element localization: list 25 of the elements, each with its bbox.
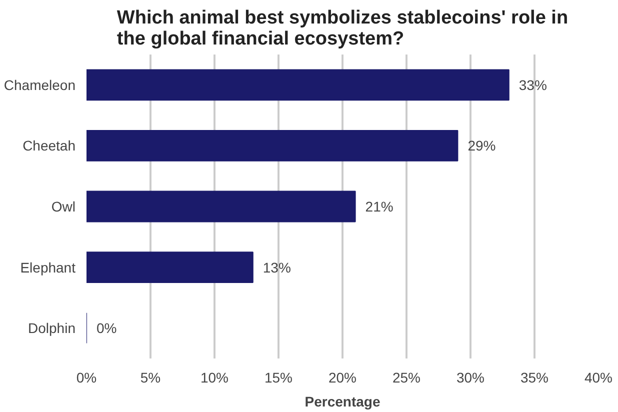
data-label: 29% bbox=[468, 138, 496, 154]
y-tick-label: Dolphin bbox=[28, 320, 76, 336]
y-tick-label: Elephant bbox=[20, 259, 76, 276]
y-tick-label: Owl bbox=[51, 198, 76, 214]
x-axis-title: Percentage bbox=[304, 394, 380, 410]
x-tick-label: 35% bbox=[520, 370, 549, 386]
y-tick-label: Chameleon bbox=[4, 76, 76, 93]
y-tick-label: Cheetah bbox=[22, 138, 76, 154]
x-tick-label: 30% bbox=[456, 370, 485, 386]
x-tick-label: 10% bbox=[200, 370, 229, 386]
x-tick-label: 40% bbox=[584, 370, 613, 386]
data-label: 0% bbox=[96, 320, 117, 336]
x-tick-label: 25% bbox=[392, 370, 421, 386]
x-tick-label: 0% bbox=[76, 370, 97, 386]
bar bbox=[86, 69, 510, 101]
x-tick-label: 20% bbox=[328, 370, 357, 386]
bar bbox=[86, 252, 254, 283]
bar bbox=[86, 130, 458, 162]
chart-title: Which animal best symbolizes stablecoins' role in the global financial ecosystem? bbox=[116, 8, 568, 50]
x-tick-label: 5% bbox=[140, 370, 161, 386]
bar bbox=[86, 190, 356, 222]
data-label: 13% bbox=[262, 259, 291, 276]
data-label: 21% bbox=[365, 198, 394, 214]
x-tick-label: 15% bbox=[264, 370, 293, 386]
data-label: 33% bbox=[518, 76, 547, 93]
